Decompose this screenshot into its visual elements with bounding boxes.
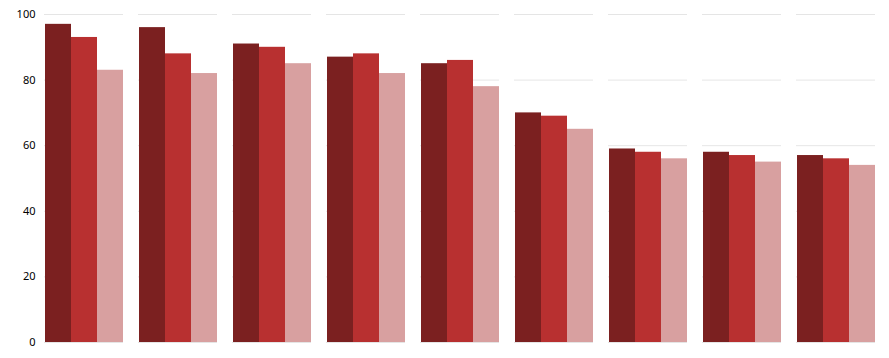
svg-text:60: 60 [23, 137, 36, 152]
svg-text:100: 100 [17, 6, 36, 21]
svg-text:80: 80 [23, 72, 36, 87]
svg-text:0: 0 [29, 334, 35, 349]
svg-text:20: 20 [23, 268, 36, 283]
svg-text:40: 40 [23, 203, 36, 218]
